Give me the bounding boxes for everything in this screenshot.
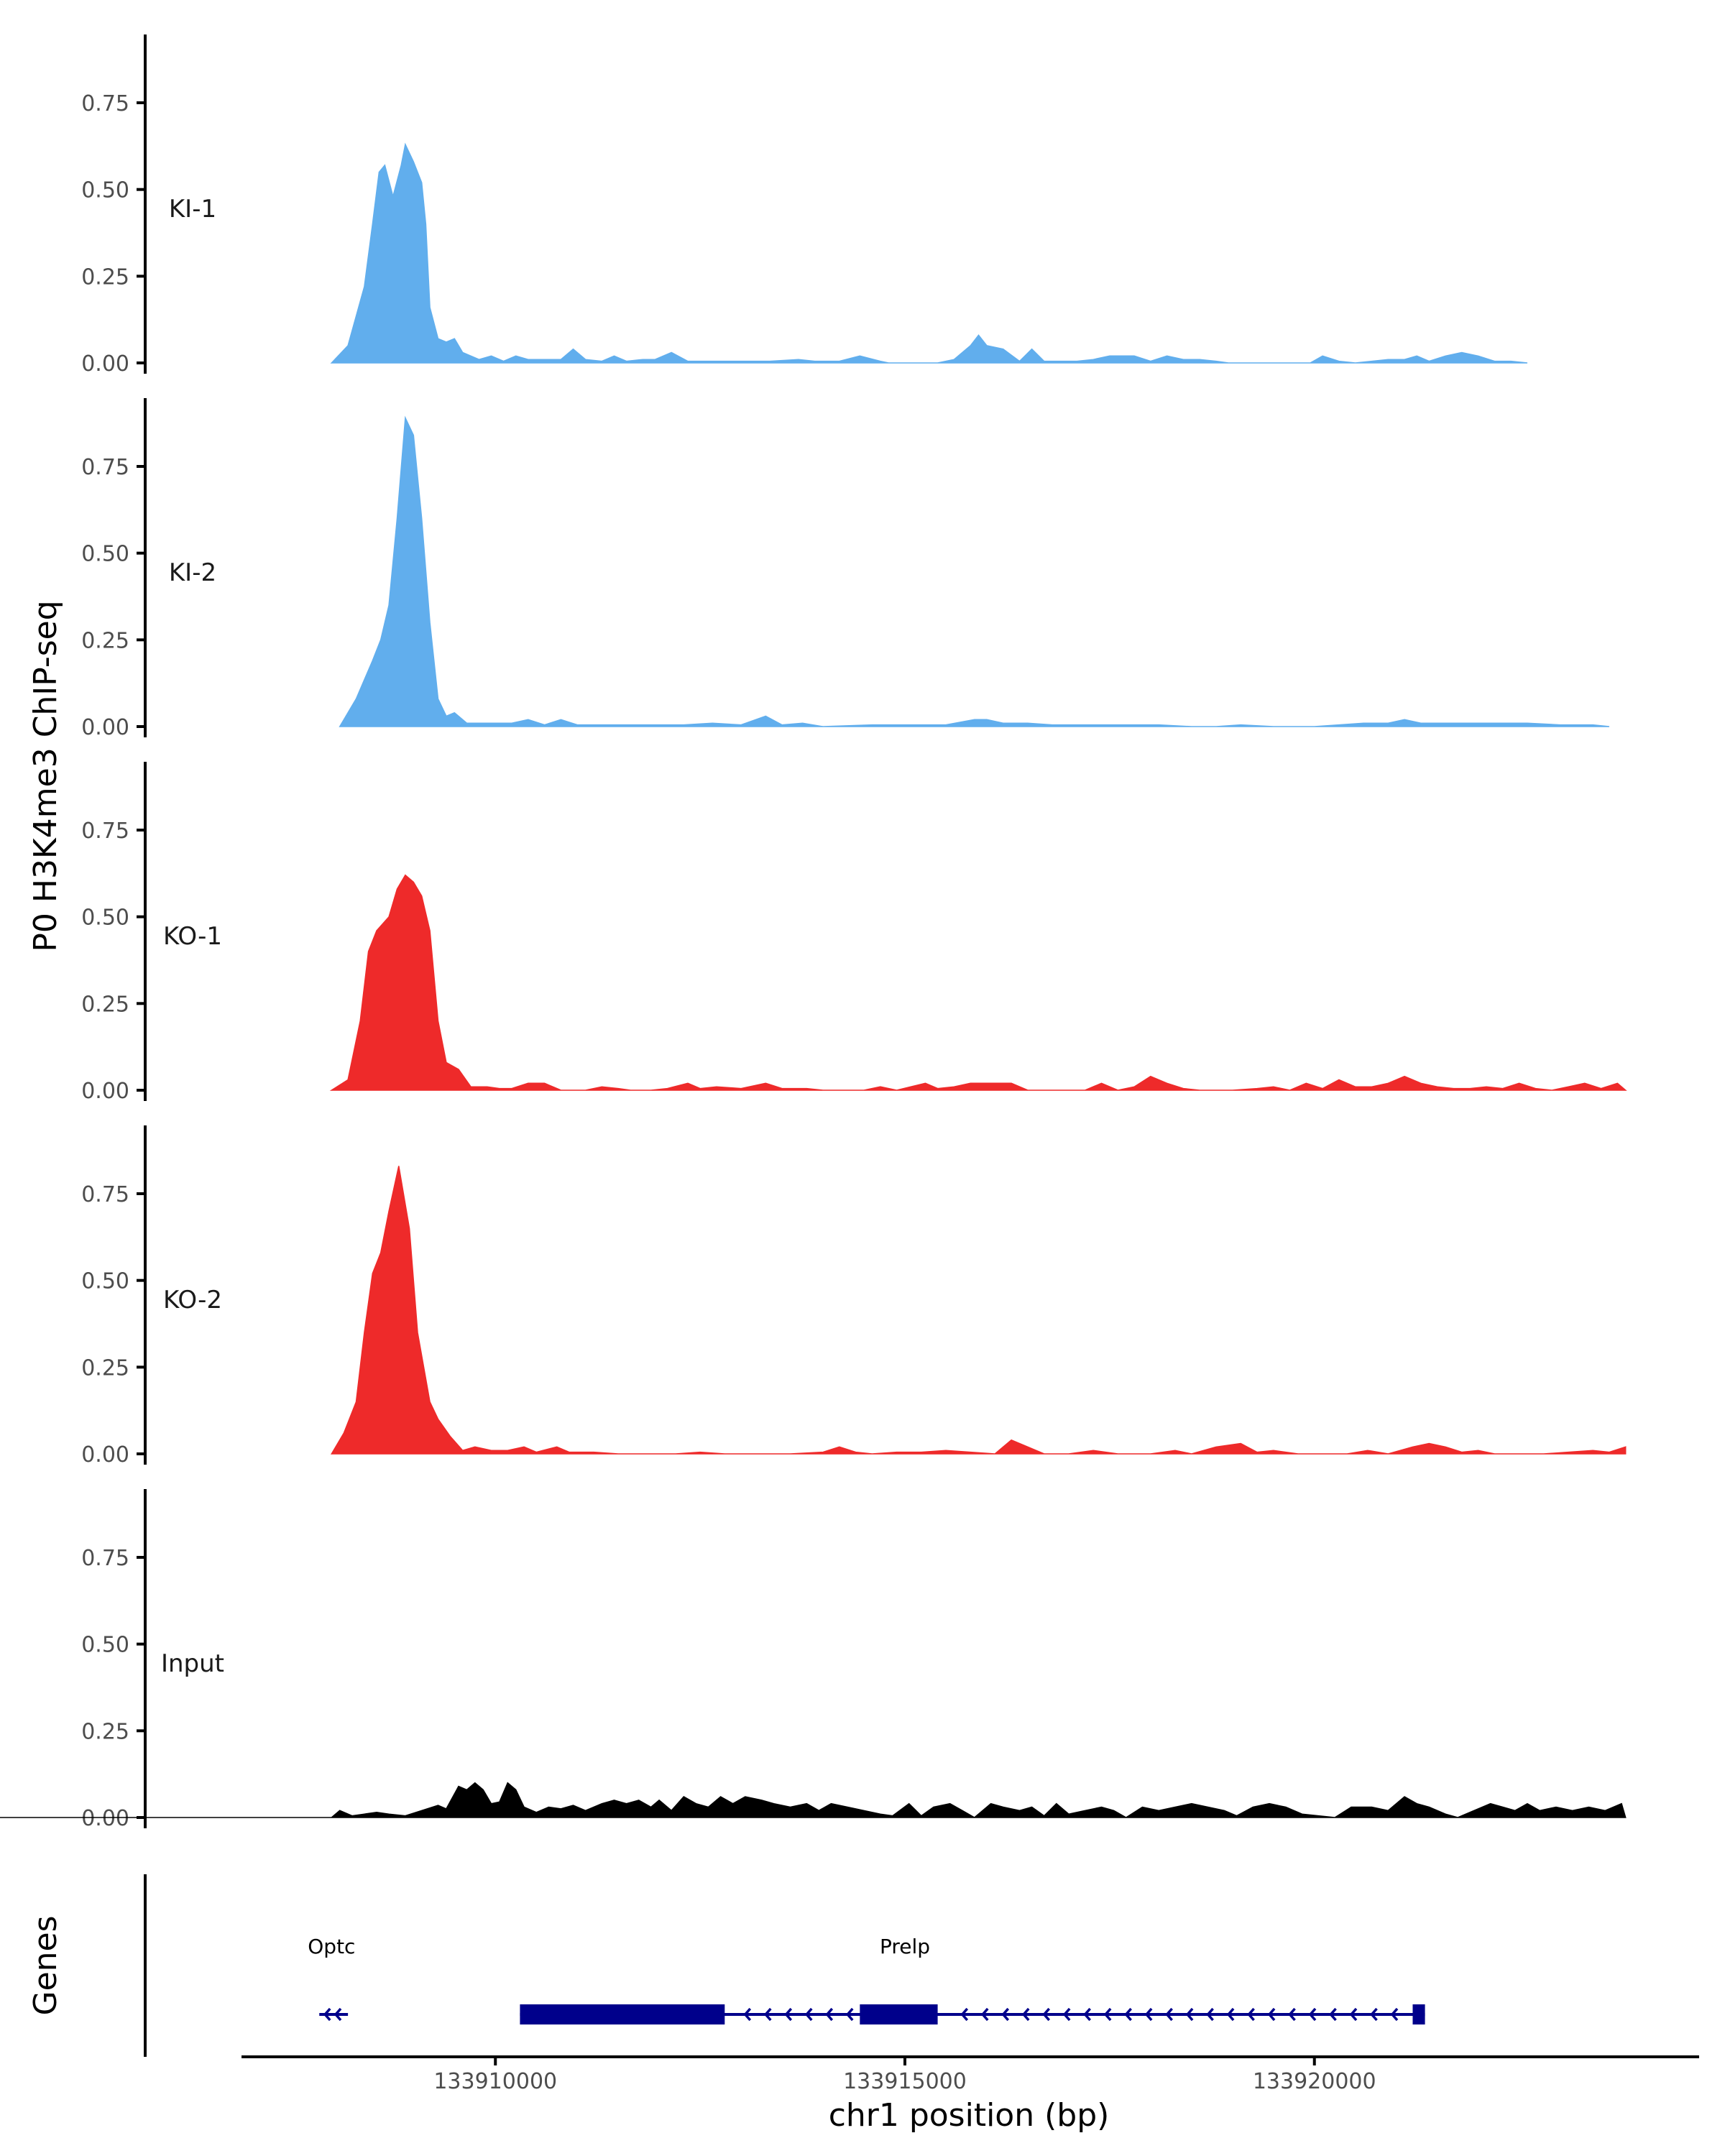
x-tick-label: 133920000 bbox=[1253, 2069, 1376, 2094]
strand-arrow bbox=[1062, 2007, 1071, 2022]
strand-arrow bbox=[1185, 2007, 1194, 2022]
y-tick-label: 0.75 bbox=[81, 1546, 129, 1571]
signal-area-ko-1 bbox=[329, 874, 1627, 1091]
strand-arrow bbox=[845, 2007, 854, 2022]
y-tick-label: 0.50 bbox=[81, 1633, 129, 1658]
track-label: KI-1 bbox=[169, 195, 216, 224]
gene-exon bbox=[1412, 2004, 1425, 2024]
strand-arrow bbox=[1083, 2007, 1091, 2022]
y-tick-label: 0.50 bbox=[81, 906, 129, 931]
y-tick-label: 0.00 bbox=[81, 715, 129, 740]
y-tick-label: 0.75 bbox=[81, 819, 129, 844]
strand-arrow bbox=[1370, 2007, 1378, 2022]
strand-arrow bbox=[1001, 2007, 1010, 2022]
gene-label: Prelp bbox=[880, 1935, 930, 1958]
y-tick-label: 0.00 bbox=[81, 1806, 129, 1831]
strand-arrow bbox=[763, 2007, 772, 2022]
track-label: KO-2 bbox=[163, 1286, 222, 1314]
x-tick-label: 133910000 bbox=[433, 2069, 557, 2094]
strand-arrow bbox=[1103, 2007, 1112, 2022]
x-tick-label: 133915000 bbox=[843, 2069, 967, 2094]
x-axis: 133910000 133915000 133920000 bbox=[242, 2055, 1699, 2094]
y-tick-label: 0.75 bbox=[81, 455, 129, 480]
strand-arrow bbox=[1042, 2007, 1051, 2022]
strand-arrow bbox=[1144, 2007, 1153, 2022]
strand-arrow bbox=[1206, 2007, 1214, 2022]
strand-arrow bbox=[825, 2007, 834, 2022]
strand-arrow bbox=[1165, 2007, 1173, 2022]
y-tick-label: 0.25 bbox=[81, 628, 129, 653]
track-ki-1: 0.00 0.25 0.50 0.75 KI-1 bbox=[81, 34, 1528, 377]
y-tick-label: 0.00 bbox=[81, 1079, 129, 1104]
y-tick-label: 0.50 bbox=[81, 542, 129, 567]
y-tick-label: 0.25 bbox=[81, 1719, 129, 1744]
track-input: 0.00 0.25 0.50 0.75 Input bbox=[0, 1489, 1627, 1831]
strand-arrow bbox=[323, 2007, 331, 2022]
signal-area-input bbox=[0, 1782, 1627, 1818]
y-tick-label: 0.25 bbox=[81, 264, 129, 290]
gene-exon bbox=[860, 2004, 938, 2024]
signal-area-ki-2 bbox=[339, 415, 1610, 727]
track-label: KI-2 bbox=[169, 558, 216, 587]
track-label: KO-1 bbox=[163, 922, 222, 951]
strand-arrow bbox=[784, 2007, 793, 2022]
strand-arrow bbox=[1329, 2007, 1337, 2022]
y-tick-label: 0.75 bbox=[81, 1182, 129, 1207]
y-axis-title: P0 H3K4me3 ChIP-seq bbox=[27, 600, 64, 952]
gene-prelp: Prelp bbox=[520, 1935, 1425, 2024]
strand-arrow bbox=[1247, 2007, 1255, 2022]
track-ko-1: 0.00 0.25 0.50 0.75 KO-1 bbox=[81, 762, 1627, 1104]
strand-arrow bbox=[960, 2007, 969, 2022]
strand-arrow bbox=[1349, 2007, 1358, 2022]
strand-arrow bbox=[1267, 2007, 1276, 2022]
y-tick-label: 0.00 bbox=[81, 1442, 129, 1468]
genes-panel: Optc Prelp bbox=[144, 1874, 1425, 2057]
strand-arrow bbox=[1021, 2007, 1030, 2022]
strand-arrow bbox=[980, 2007, 989, 2022]
x-axis-title: chr1 position (bp) bbox=[829, 2097, 1110, 2134]
strand-arrow bbox=[1124, 2007, 1132, 2022]
track-ko-2: 0.00 0.25 0.50 0.75 KO-2 bbox=[81, 1125, 1627, 1468]
y-tick-label: 0.25 bbox=[81, 992, 129, 1017]
tracks-group: 0.00 0.25 0.50 0.75 KI-1 0.00 0.25 0.50 0.75 KI-2… bbox=[0, 34, 1627, 1831]
y-tick-label: 0.50 bbox=[81, 178, 129, 203]
y-tick-label: 0.75 bbox=[81, 91, 129, 116]
gene-exon bbox=[520, 2004, 725, 2024]
strand-arrow bbox=[1390, 2007, 1399, 2022]
y-tick-label: 0.50 bbox=[81, 1269, 129, 1294]
y-tick-label: 0.25 bbox=[81, 1355, 129, 1381]
gene-optc: Optc bbox=[308, 1935, 355, 2022]
gene-label: Optc bbox=[308, 1935, 355, 1958]
strand-arrow bbox=[1226, 2007, 1235, 2022]
signal-area-ko-2 bbox=[330, 1166, 1627, 1455]
strand-arrow bbox=[1288, 2007, 1296, 2022]
strand-arrow bbox=[804, 2007, 813, 2022]
signal-area-ki-1 bbox=[330, 142, 1528, 364]
strand-arrow bbox=[1308, 2007, 1317, 2022]
strand-arrow bbox=[334, 2007, 342, 2022]
track-label: Input bbox=[161, 1649, 224, 1678]
strand-arrow bbox=[743, 2007, 752, 2022]
track-ki-2: 0.00 0.25 0.50 0.75 KI-2 bbox=[81, 398, 1610, 740]
y-tick-label: 0.00 bbox=[81, 351, 129, 377]
genes-axis-title: Genes bbox=[27, 1915, 64, 2015]
